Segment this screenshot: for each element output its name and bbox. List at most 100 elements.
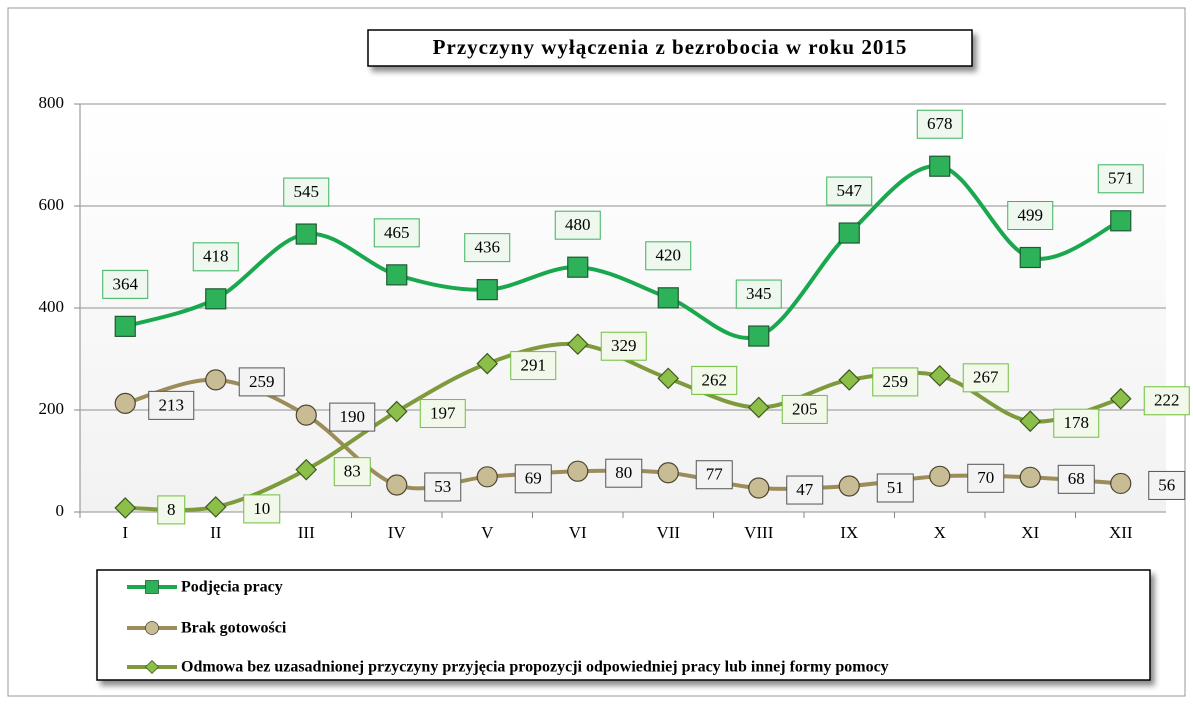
marker (114, 497, 137, 519)
data-label: 178 (1064, 413, 1090, 432)
data-label-box (962, 363, 1009, 393)
data-label-box (1007, 201, 1054, 231)
data-label-box (157, 495, 186, 525)
marker (657, 462, 679, 484)
x-tick-label: II (210, 523, 222, 542)
data-label: 77 (706, 465, 724, 484)
data-label-box (329, 402, 376, 432)
marker (567, 256, 589, 278)
marker (1109, 387, 1132, 410)
data-label-box (786, 475, 824, 505)
data-label: 267 (973, 368, 999, 387)
data-label-box (916, 109, 963, 139)
marker (566, 333, 589, 356)
x-tick-label: X (934, 523, 946, 542)
data-label-box (192, 242, 239, 272)
marker (657, 367, 680, 390)
data-label-box (238, 367, 285, 397)
title-box (367, 29, 973, 67)
marker (295, 404, 317, 426)
data-label-box (600, 331, 647, 361)
data-label: 480 (565, 215, 591, 234)
marker (1019, 466, 1041, 488)
marker (838, 369, 861, 391)
data-label-box (872, 367, 919, 397)
data-label-box (514, 464, 552, 494)
marker (476, 352, 499, 375)
x-tick-label: XII (1109, 523, 1133, 542)
data-label: 291 (521, 355, 547, 374)
data-label-box (1057, 464, 1095, 494)
marker (838, 475, 860, 497)
x-tick-label: VII (656, 523, 680, 542)
data-label-box (464, 233, 511, 263)
data-label: 47 (796, 480, 814, 499)
data-label: 197 (430, 403, 456, 422)
data-label: 259 (883, 372, 909, 391)
y-tick-label: 200 (39, 399, 65, 418)
marker (385, 400, 408, 423)
marker (1110, 472, 1132, 495)
marker (114, 392, 136, 414)
data-label: 547 (837, 181, 863, 200)
data-label: 80 (615, 463, 632, 482)
data-label-box (735, 279, 782, 309)
data-label-box (419, 399, 466, 429)
legend-label: Brak gotowości (181, 620, 287, 637)
data-label: 259 (249, 372, 275, 391)
data-label-box (333, 457, 371, 487)
data-label: 262 (702, 370, 728, 389)
marker (295, 458, 318, 481)
marker (1019, 246, 1041, 269)
data-label-box (554, 210, 601, 240)
marker (567, 460, 589, 482)
data-label: 678 (927, 114, 953, 133)
marker (295, 223, 317, 245)
x-tick-label: IX (840, 523, 858, 542)
y-tick-label: 0 (56, 501, 65, 520)
data-label-box (967, 463, 1005, 493)
marker (1110, 210, 1132, 232)
data-label-box (1148, 470, 1186, 500)
marker (386, 474, 408, 496)
data-label-box (1143, 386, 1190, 416)
y-tick-label: 600 (39, 195, 65, 214)
x-tick-label: VIII (744, 523, 774, 542)
data-label: 345 (746, 284, 772, 303)
data-label-box (781, 394, 828, 424)
data-label: 69 (525, 469, 542, 488)
data-label: 190 (340, 407, 366, 426)
marker (1019, 410, 1042, 433)
data-label-box (645, 241, 692, 271)
data-label-box (826, 176, 873, 206)
legend-label: Odmowa bez uzasadnionej przyczyny przyję… (181, 659, 889, 676)
data-label: 10 (253, 499, 270, 518)
marker (748, 477, 770, 499)
data-label: 70 (977, 468, 994, 487)
data-label-box (510, 351, 557, 381)
data-label-box (243, 494, 281, 524)
marker (205, 369, 227, 391)
data-label-box (283, 177, 330, 207)
x-tick-label: VI (569, 523, 587, 542)
x-tick-label: III (298, 523, 315, 542)
y-tick-label: 400 (39, 297, 65, 316)
data-label: 420 (656, 246, 682, 265)
data-label: 222 (1154, 391, 1180, 410)
marker (747, 396, 770, 419)
data-label: 8 (167, 500, 176, 519)
data-label: 68 (1068, 469, 1085, 488)
marker (657, 287, 679, 309)
marker (929, 155, 951, 177)
x-tick-label: IV (388, 523, 407, 542)
data-label: 83 (344, 462, 361, 481)
marker (476, 279, 498, 301)
data-label-box (691, 365, 738, 395)
data-label-box (148, 390, 195, 420)
marker (476, 466, 498, 488)
marker (748, 325, 770, 347)
data-label-box (876, 473, 914, 503)
data-label-box (373, 218, 420, 248)
